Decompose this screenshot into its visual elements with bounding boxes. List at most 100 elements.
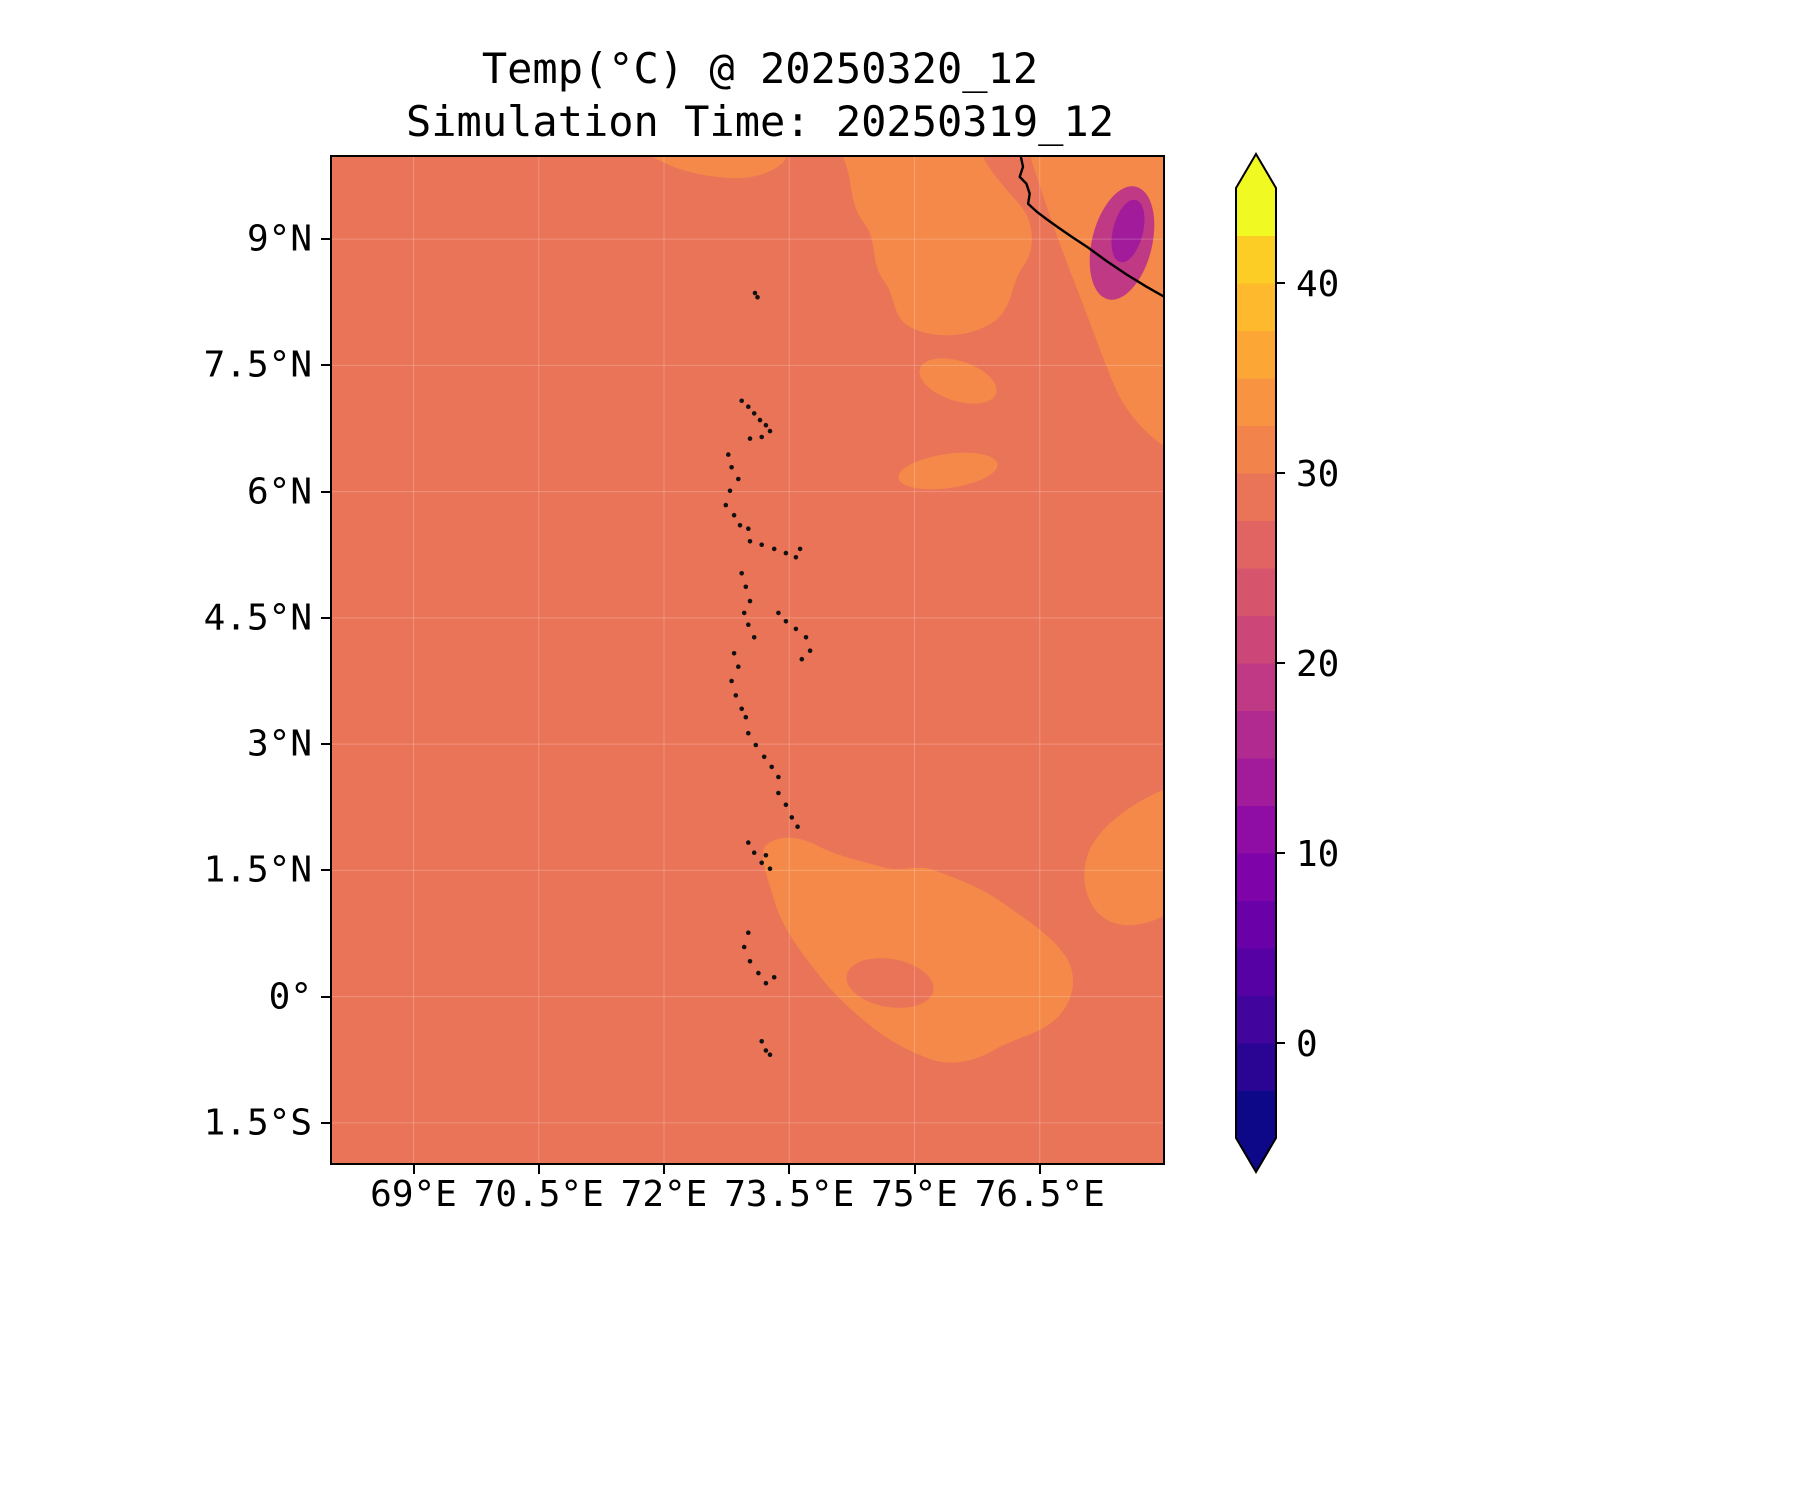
- title-line-1: Temp(°C) @ 20250320_12: [481, 44, 1039, 93]
- atoll-dot: [746, 404, 751, 409]
- atoll-dot: [743, 584, 749, 590]
- atoll-dot: [746, 930, 751, 935]
- colorbar-segment: [1236, 283, 1276, 331]
- y-tick-mark: [321, 364, 330, 367]
- colorbar-segment: [1236, 805, 1276, 854]
- y-tick-mark: [321, 743, 330, 746]
- atoll-dot: [739, 571, 744, 576]
- warm-patch-right-edge: [1084, 789, 1165, 926]
- atoll-dot: [747, 539, 753, 544]
- colorbar-segment: [1236, 900, 1276, 949]
- atoll-dot: [741, 944, 747, 950]
- colorbar-outline: [1235, 152, 1277, 1174]
- atoll-dot: [803, 635, 809, 640]
- colorbar-tick-label: 40: [1296, 264, 1339, 305]
- atoll-dot: [757, 417, 763, 423]
- atoll-dot: [789, 815, 795, 820]
- atoll-dot: [746, 622, 751, 627]
- atoll-dot: [759, 434, 764, 440]
- y-tick-mark: [321, 616, 330, 619]
- x-tick-label: 73.5°E: [724, 1174, 855, 1215]
- atoll-dot: [756, 970, 761, 976]
- atoll-dot: [739, 398, 744, 404]
- graticule-gridlines: [330, 155, 1165, 1165]
- warm-patch-upper: [842, 155, 1032, 336]
- atoll-dot: [776, 610, 781, 616]
- warm-patch-upper-lobe: [919, 358, 997, 404]
- y-tick-mark: [321, 490, 330, 493]
- atoll-dot: [729, 678, 734, 684]
- y-tick-label: 6°N: [246, 471, 312, 513]
- cool-patch-inner: [1111, 199, 1145, 263]
- atoll-dot: [743, 714, 749, 720]
- atoll-dot: [751, 635, 757, 640]
- colorbar-tick-label: 0: [1296, 1024, 1318, 1065]
- y-tick-mark: [321, 869, 330, 872]
- colorbar-segment: [1236, 948, 1276, 996]
- atoll-dot: [771, 546, 777, 552]
- colorbar-segment: [1236, 378, 1276, 426]
- colorbar-segment: [1236, 188, 1276, 236]
- x-tick-mark: [663, 1165, 665, 1174]
- atoll-dot: [763, 422, 769, 428]
- atoll-dot: [793, 626, 799, 632]
- colorbar-segment: [1236, 568, 1276, 616]
- atoll-dot: [769, 764, 774, 770]
- atoll-dot: [723, 502, 729, 508]
- atoll-dot: [746, 840, 751, 845]
- atoll-dot: [751, 850, 757, 855]
- plot-title: Temp(°C) @ 20250320_12 Simulation Time: …: [290, 42, 1230, 148]
- atoll-dot: [799, 656, 805, 662]
- warm-patch-top-sliver: [650, 155, 788, 179]
- atoll-dot: [767, 866, 773, 871]
- map-plot: [330, 155, 1165, 1165]
- atoll-dot: [737, 523, 743, 528]
- x-tick-label: 76.5°E: [974, 1174, 1105, 1215]
- atoll-dot: [746, 730, 751, 736]
- x-tick-mark: [412, 1165, 415, 1174]
- atoll-dot: [746, 526, 751, 531]
- title-line-2: Simulation Time: 20250319_12: [405, 97, 1114, 146]
- colorbar-segment: [1236, 758, 1276, 806]
- y-tick-label: 0°: [268, 976, 312, 1018]
- x-tick-label: 72°E: [620, 1174, 708, 1215]
- colorbar-segment: [1236, 615, 1276, 664]
- atoll-dot: [747, 959, 753, 964]
- equatorial-patch-hole: [846, 958, 934, 1008]
- atoll-dot: [729, 465, 734, 470]
- colorbar-segment: [1236, 853, 1276, 901]
- colorbar-segment: [1236, 1043, 1276, 1091]
- atoll-dot: [797, 546, 803, 552]
- y-tick-mark: [321, 1121, 330, 1124]
- atoll-dot: [759, 860, 764, 866]
- atoll-dot: [755, 294, 760, 300]
- colorbar: 40 30 20 10 0: [1235, 152, 1339, 1174]
- colorbar-segment: [1236, 473, 1276, 521]
- atoll-dot: [726, 452, 731, 457]
- y-tick-mark: [321, 238, 330, 241]
- atoll-dot: [767, 1052, 773, 1057]
- atoll-dot: [733, 693, 739, 698]
- atoll-dot: [763, 853, 769, 858]
- atoll-dot: [747, 598, 753, 604]
- atoll-dot: [776, 790, 781, 796]
- india-coastline: [1018, 155, 1165, 299]
- atoll-dot: [807, 648, 813, 653]
- atoll-dot: [793, 555, 799, 560]
- atoll-dot: [759, 1039, 764, 1044]
- atoll-dot: [741, 610, 747, 616]
- colorbar-segment: [1236, 520, 1276, 569]
- cool-contour-patches: [1089, 186, 1155, 300]
- y-tick-label: 7.5°N: [203, 344, 312, 386]
- atoll-dot: [795, 824, 800, 829]
- x-tick-mark: [537, 1165, 540, 1174]
- colorbar-segment: [1236, 330, 1276, 379]
- atoll-dot: [783, 619, 789, 624]
- atoll-dot: [731, 512, 737, 518]
- colorbar-segment: [1236, 235, 1276, 284]
- atoll-dot: [783, 802, 789, 808]
- coastline-path: [1018, 155, 1165, 299]
- atoll-dot: [753, 742, 759, 748]
- colorbar-segment: [1236, 995, 1276, 1044]
